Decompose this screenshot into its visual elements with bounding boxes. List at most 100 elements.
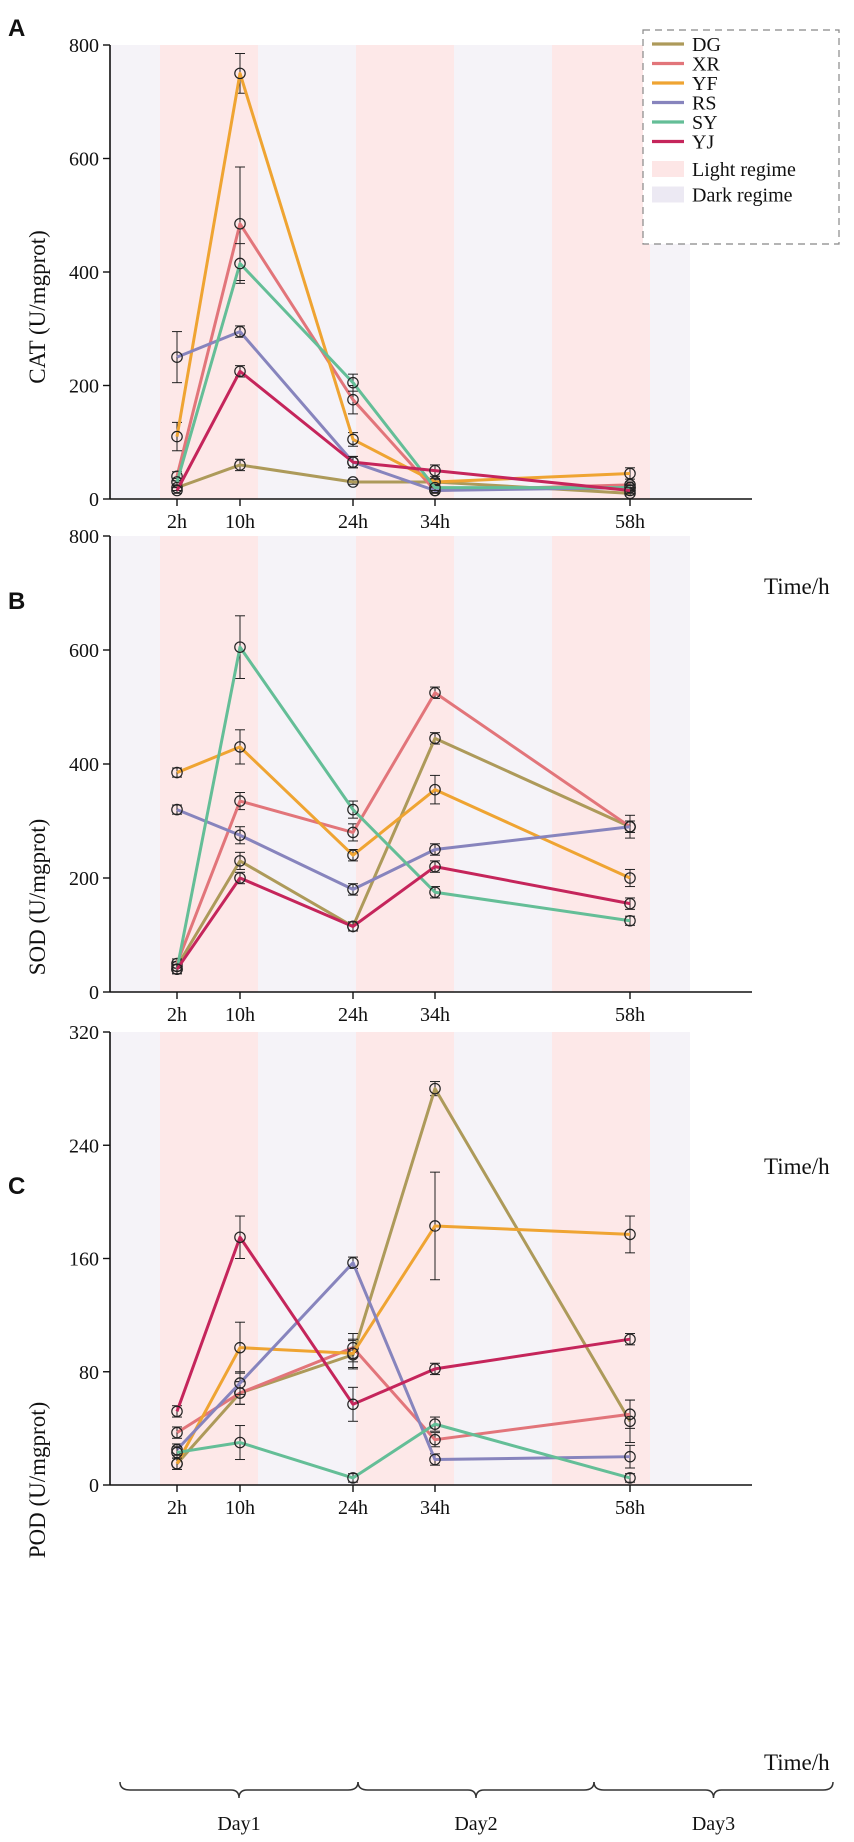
legend-frame — [642, 29, 840, 245]
panel-a-ylabel: CAT (U/mgprot) — [25, 230, 50, 384]
day-label-1: Day1 — [217, 1813, 260, 1835]
y-tick-label: 320 — [69, 1022, 99, 1044]
x-tick-label: 10h — [225, 1004, 255, 1026]
legend-label-yf: YF — [692, 73, 718, 95]
series-sy — [171, 243, 636, 494]
panel-c-ylabel: POD (U/mgprot) — [25, 1402, 50, 1559]
point-yf — [171, 766, 183, 779]
point-rs — [234, 325, 246, 338]
panel-c-xlabel: Time/h — [764, 1750, 830, 1775]
panel-b-xlabel: Time/h — [764, 1154, 830, 1179]
x-tick-label: 10h — [225, 1497, 255, 1519]
point-xr — [624, 1408, 636, 1421]
day-label-2: Day2 — [454, 1813, 497, 1835]
day-brace-2 — [357, 1781, 595, 1799]
day-label-3: Day3 — [692, 1813, 735, 1835]
x-tick-label: 24h — [338, 1497, 368, 1519]
x-tick-label: 2h — [167, 1497, 187, 1519]
point-rs — [234, 829, 246, 842]
point-yj — [429, 1363, 441, 1375]
point-sy — [624, 914, 636, 927]
y-tick-label: 800 — [69, 35, 99, 57]
point-xr — [171, 1426, 183, 1439]
dark-regime-band-2 — [258, 536, 356, 992]
point-yj — [234, 872, 246, 884]
point-yj — [347, 456, 359, 468]
legend-label-sy: SY — [692, 112, 718, 134]
point-yf — [624, 872, 636, 884]
day-brace-1 — [119, 1781, 359, 1799]
dark-regime-band-4 — [454, 45, 552, 499]
point-yj — [234, 365, 246, 378]
series-yj — [171, 365, 636, 497]
series-yj — [171, 860, 636, 975]
point-rs — [234, 1377, 246, 1389]
point-yf — [624, 1228, 636, 1241]
point-dg — [234, 459, 246, 471]
light-regime-band-3 — [356, 45, 454, 499]
light-regime-band-1 — [160, 45, 258, 499]
series-yf — [171, 53, 636, 488]
series-yj — [171, 1215, 636, 1422]
x-tick-label: 58h — [615, 511, 645, 533]
point-sy — [234, 1436, 246, 1449]
point-yf — [347, 1347, 359, 1360]
point-yf — [429, 1220, 441, 1232]
point-rs — [171, 803, 183, 816]
series-yf — [171, 1171, 636, 1470]
point-rs — [429, 1453, 441, 1466]
legend-label-dg: DG — [692, 34, 721, 56]
x-tick-label: 34h — [420, 511, 450, 533]
point-yj — [171, 963, 183, 975]
y-tick-label: 0 — [89, 982, 99, 1004]
panel-b-label: B — [8, 588, 25, 615]
x-tick-label: 24h — [338, 511, 368, 533]
legend-label-yj: YJ — [692, 132, 714, 154]
y-tick-label: 0 — [89, 489, 99, 511]
point-yj — [624, 484, 636, 497]
point-sy — [429, 1418, 441, 1430]
y-tick-label: 200 — [69, 868, 99, 890]
point-sy — [347, 1472, 359, 1484]
point-rs — [347, 1256, 359, 1269]
series-xr — [171, 686, 636, 970]
point-yj — [347, 1398, 359, 1411]
panel-a-xlabel: Time/h — [764, 574, 830, 599]
point-yf — [429, 783, 441, 796]
legend-label-rs: RS — [692, 93, 716, 115]
light-regime-band-5 — [552, 1032, 650, 1485]
y-tick-label: 240 — [69, 1135, 99, 1157]
dark-regime-band-0 — [110, 45, 160, 499]
point-yj — [171, 1405, 183, 1418]
point-dg — [234, 855, 246, 867]
point-xr — [234, 795, 246, 807]
line-rs — [176, 808, 631, 891]
point-xr — [347, 826, 359, 839]
point-xr — [234, 217, 246, 230]
light-regime-band-5 — [552, 536, 650, 992]
point-sy — [234, 257, 246, 270]
point-sy — [234, 641, 246, 653]
dark-regime-band-4 — [454, 536, 552, 992]
line-rs — [175, 1261, 631, 1462]
line-yj — [175, 369, 631, 492]
panel-a-label: A — [8, 15, 25, 42]
series-rs — [171, 1256, 636, 1469]
point-sy — [429, 886, 441, 899]
point-sy — [624, 1472, 636, 1484]
point-sy — [347, 803, 359, 816]
point-yf — [624, 467, 636, 480]
x-tick-label: 2h — [167, 511, 187, 533]
point-yf — [347, 849, 359, 861]
dark-regime-band-0 — [110, 1032, 160, 1485]
dark-regime-band-2 — [258, 1032, 356, 1485]
series-sy — [171, 615, 636, 975]
point-rs — [171, 351, 183, 363]
y-tick-label: 200 — [69, 376, 99, 398]
point-dg — [429, 732, 441, 745]
dark-regime-band-6 — [650, 536, 690, 992]
x-tick-label: 24h — [338, 1004, 368, 1026]
point-yj — [171, 484, 183, 497]
light-regime-band-3 — [356, 1032, 454, 1485]
